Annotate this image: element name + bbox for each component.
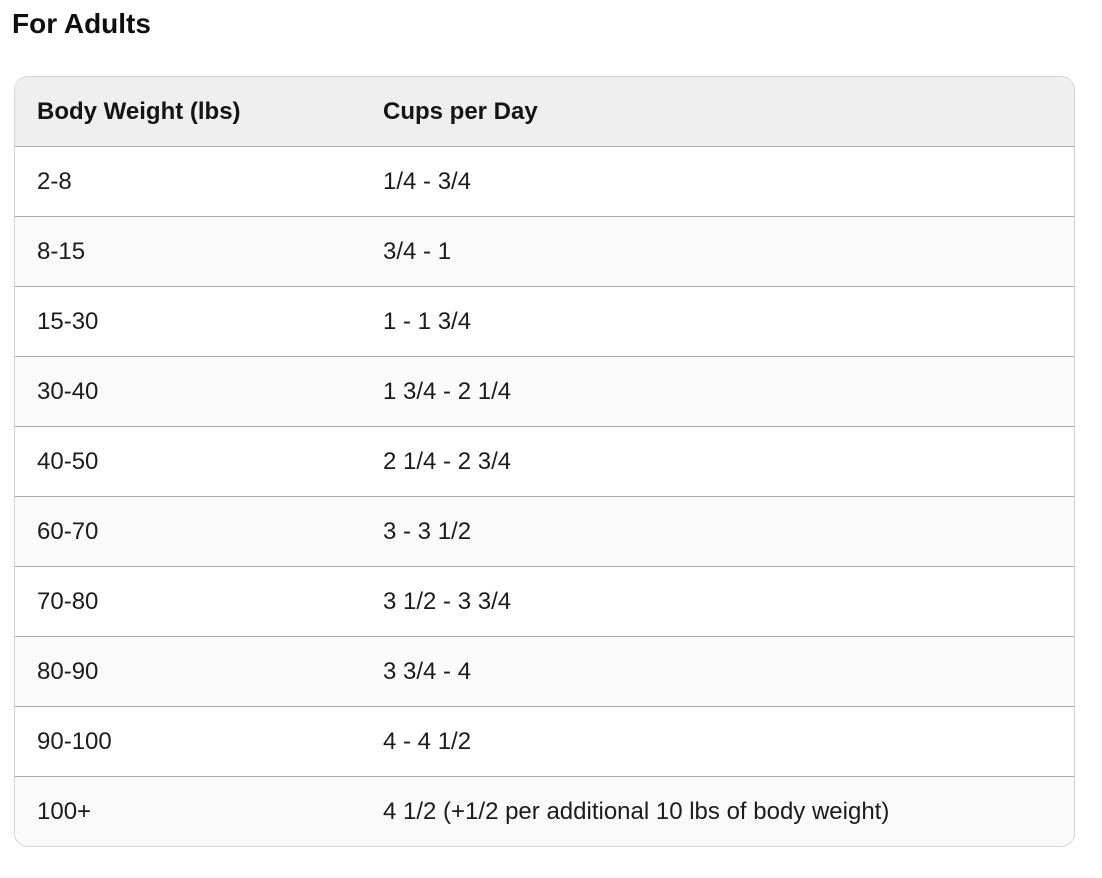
page-title: For Adults [12, 8, 151, 39]
cups-per-day-cell: 4 - 4 1/2 [383, 727, 472, 755]
cups-per-day-cell: 4 1/2 (+1/2 per additional 10 lbs of bod… [383, 797, 890, 825]
cups-per-day-cell: 3/4 - 1 [383, 237, 452, 265]
table-row: 8-15 3/4 - 1 [15, 216, 1074, 287]
body-weight-cell: 40-50 [37, 447, 99, 475]
table-row: 90-100 4 - 4 1/2 [15, 706, 1074, 777]
body-weight-cell: 30-40 [37, 377, 99, 405]
table-row: 60-70 3 - 3 1/2 [15, 496, 1074, 567]
feeding-table-card: Body Weight (lbs) Cups per Day 2-8 1/4 -… [14, 76, 1075, 847]
body-weight-cell: 100+ [37, 797, 92, 825]
cups-per-day-cell: 1 - 1 3/4 [383, 307, 472, 335]
body-weight-cell: 90-100 [37, 727, 112, 755]
table-header-row: Body Weight (lbs) Cups per Day [15, 77, 1074, 147]
feeding-table: Body Weight (lbs) Cups per Day 2-8 1/4 -… [15, 77, 1074, 846]
cups-per-day-cell: 3 3/4 - 4 [383, 657, 472, 685]
body-weight-cell: 2-8 [37, 167, 72, 195]
cups-per-day-cell: 1/4 - 3/4 [383, 167, 472, 195]
body-weight-cell: 70-80 [37, 587, 99, 615]
table-row: 80-90 3 3/4 - 4 [15, 636, 1074, 707]
cups-per-day-cell: 3 1/2 - 3 3/4 [383, 587, 512, 615]
table-row: 30-40 1 3/4 - 2 1/4 [15, 356, 1074, 427]
table-row: 70-80 3 1/2 - 3 3/4 [15, 566, 1074, 637]
column-header-body-weight: Body Weight (lbs) [15, 77, 361, 147]
body-weight-cell: 15-30 [37, 307, 99, 335]
body-weight-cell: 60-70 [37, 517, 99, 545]
body-weight-cell: 80-90 [37, 657, 99, 685]
table-row: 15-30 1 - 1 3/4 [15, 286, 1074, 357]
table-row: 2-8 1/4 - 3/4 [15, 146, 1074, 217]
cups-per-day-cell: 3 - 3 1/2 [383, 517, 472, 545]
body-weight-cell: 8-15 [37, 237, 86, 265]
cups-per-day-cell: 1 3/4 - 2 1/4 [383, 377, 512, 405]
table-row: 100+ 4 1/2 (+1/2 per additional 10 lbs o… [15, 776, 1074, 846]
table-row: 40-50 2 1/4 - 2 3/4 [15, 426, 1074, 497]
cups-per-day-cell: 2 1/4 - 2 3/4 [383, 447, 512, 475]
column-header-cups-per-day: Cups per Day [361, 77, 1074, 147]
